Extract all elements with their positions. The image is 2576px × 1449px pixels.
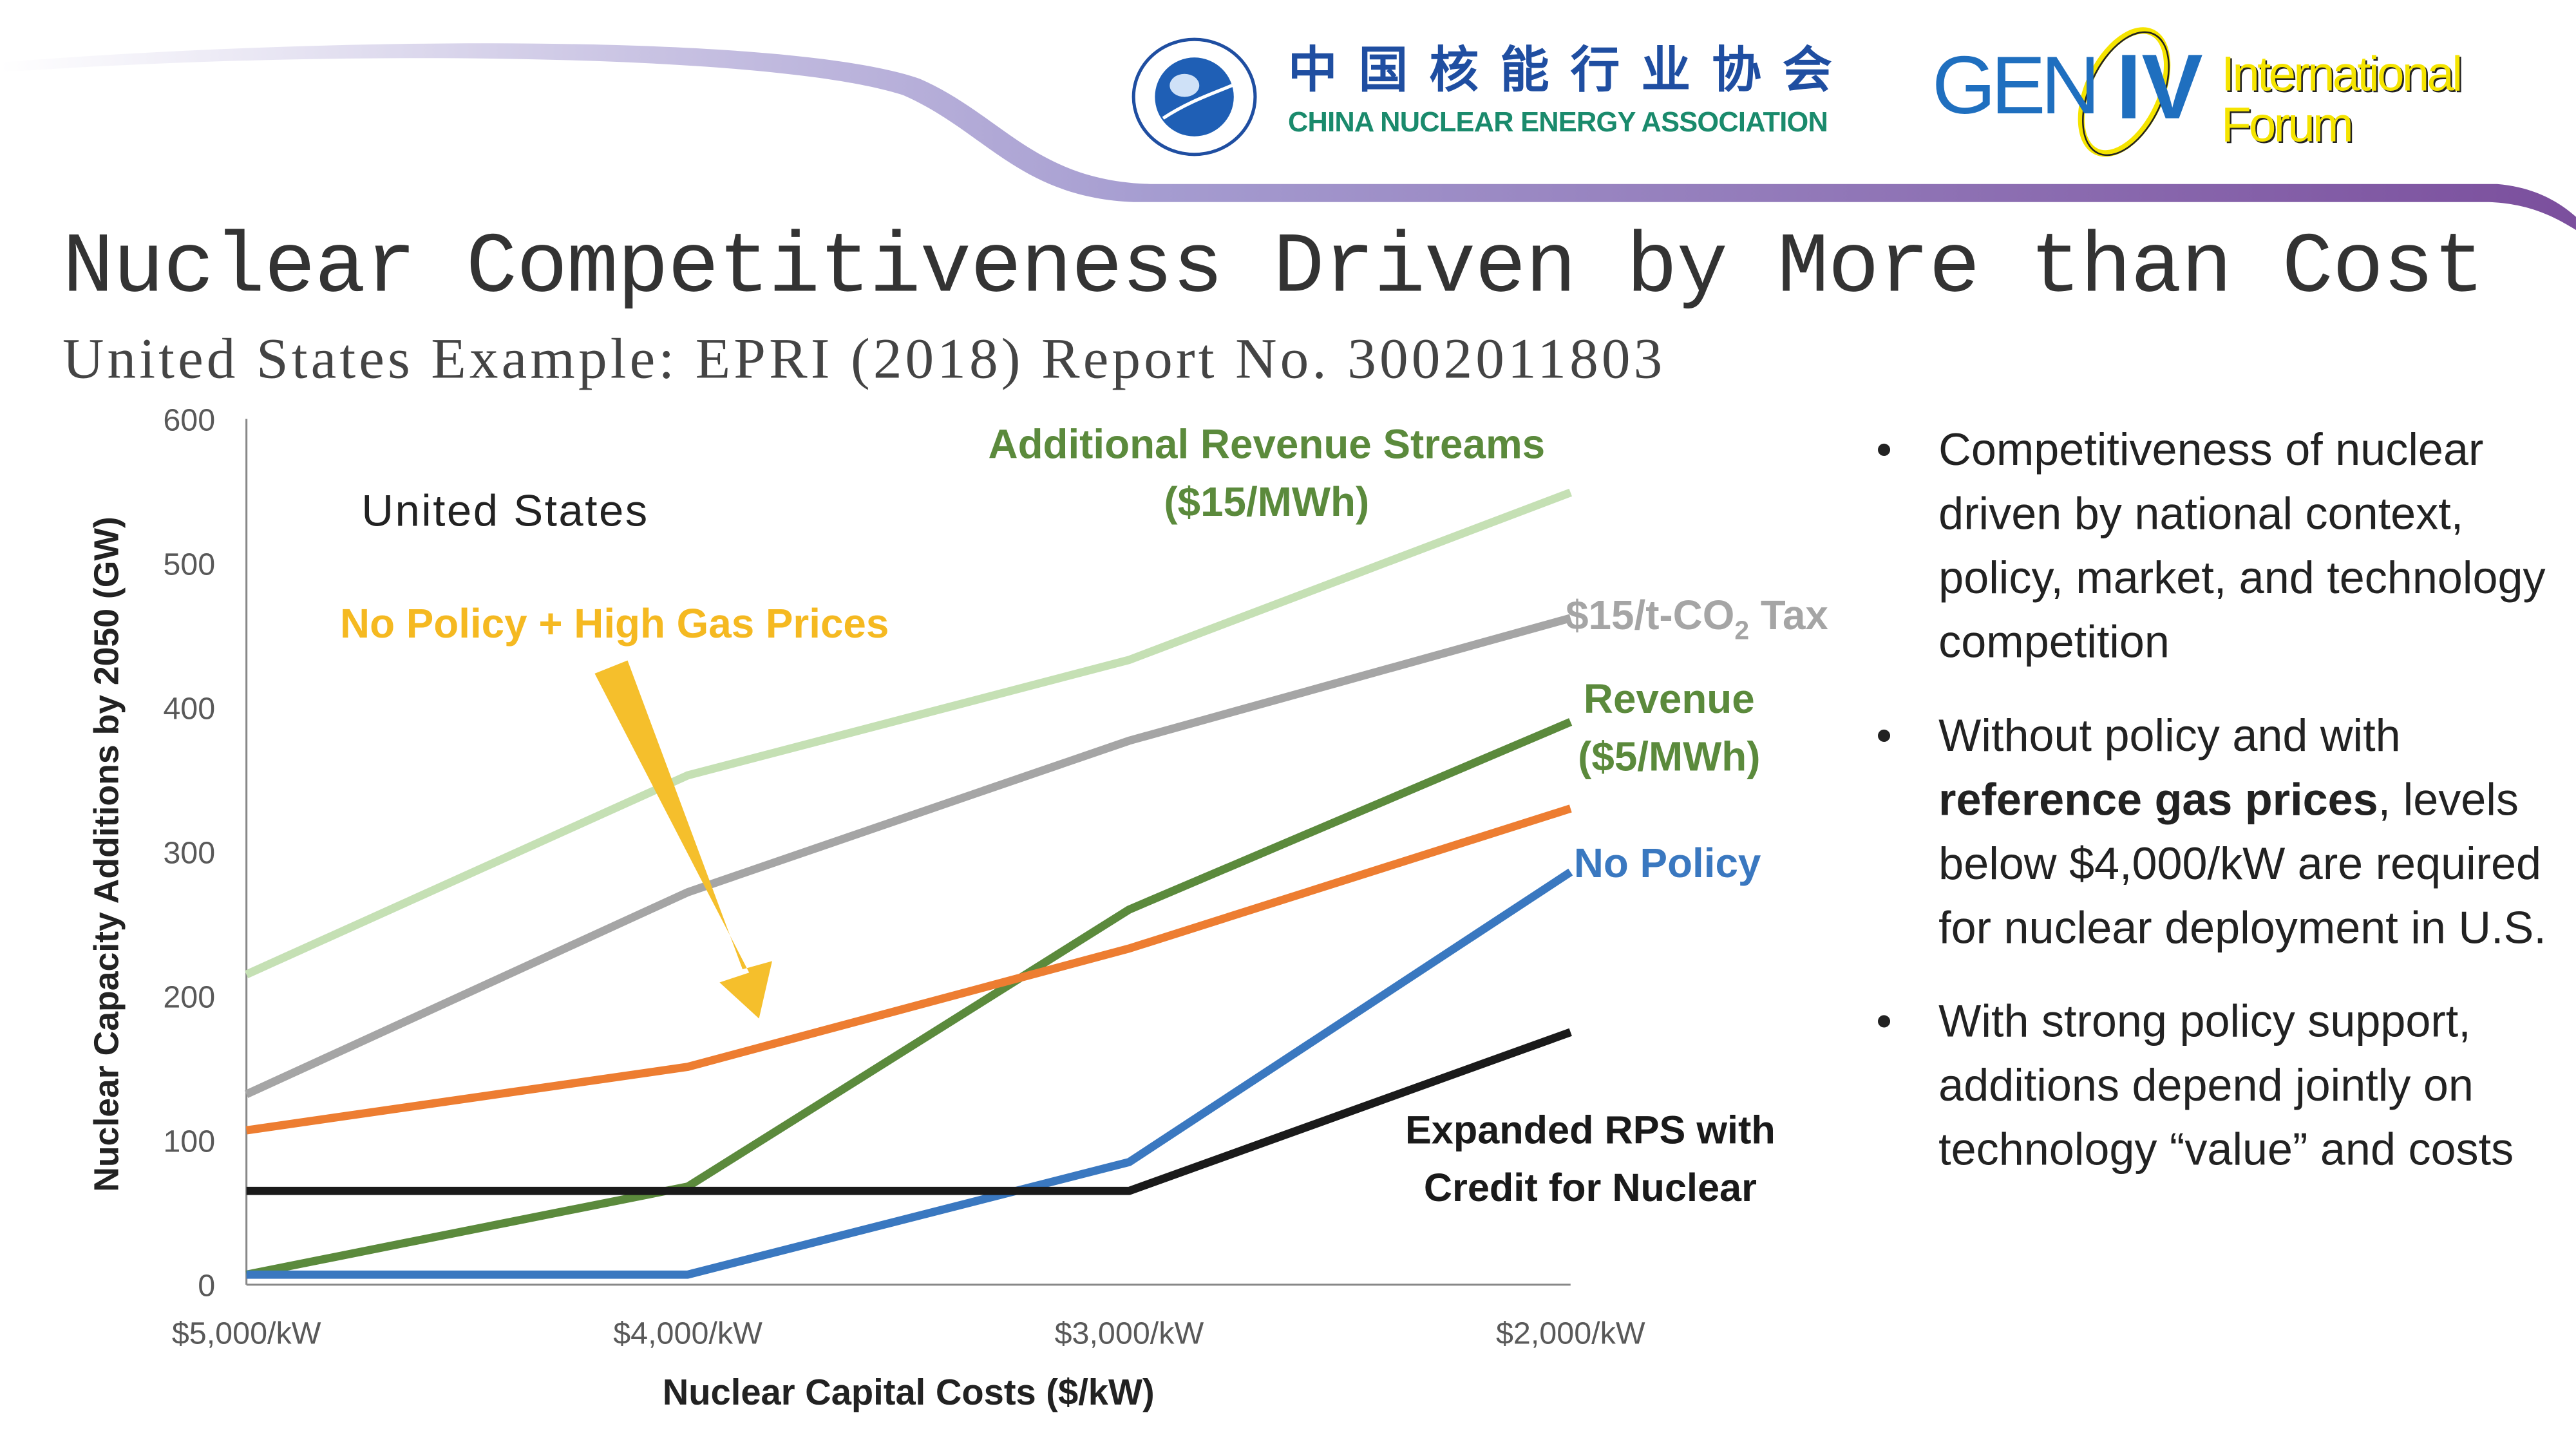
series-line-2	[245, 718, 1573, 1279]
series-label: No Policy + High Gas Prices	[340, 600, 889, 647]
series-label: ($15/MWh)	[1164, 478, 1369, 525]
y-tick-label: 300	[163, 836, 215, 871]
y-tick-label: 0	[198, 1269, 215, 1303]
series-label: Revenue	[1584, 676, 1755, 722]
bullet-text: Without policy and with	[1938, 710, 2401, 761]
series-label: Additional Revenue Streams	[989, 421, 1546, 468]
co2-label-main: $15/t-CO	[1566, 592, 1734, 638]
cnea-logo-chinese: 中国核能行业协会	[1287, 43, 1853, 100]
gif-orbit-logo	[2078, 27, 2171, 157]
y-tick-label: 500	[163, 547, 215, 582]
co2-label-tail: Tax	[1749, 592, 1828, 638]
bullet-text-bold: reference gas prices	[1938, 773, 2378, 825]
page-title: Nuclear Competitiveness Driven by More t…	[62, 220, 2485, 317]
bullet-item: With strong policy support, additions de…	[1873, 989, 2562, 1181]
series-label: Expanded RPS with	[1405, 1108, 1776, 1151]
series-label: No Policy	[1574, 840, 1761, 886]
down-arrow-icon	[594, 660, 772, 1019]
cnea-logo-english: CHINA NUCLEAR ENERGY ASSOCIATION	[1287, 106, 1828, 138]
gif-logo-gen: GEN	[1931, 39, 2100, 132]
y-tick-label: 400	[163, 691, 215, 726]
x-tick-label: $2,000/kW	[1496, 1316, 1645, 1351]
bullet-text: , levels below $4,000/kW are required fo…	[1938, 773, 2546, 953]
x-tick-label: $5,000/kW	[172, 1316, 321, 1351]
x-tick-label: $4,000/kW	[613, 1316, 762, 1351]
cnea-emblem-logo	[1132, 37, 1257, 156]
gif-logo-iv: IV	[2116, 34, 2203, 138]
series-line-0	[245, 488, 1573, 978]
series-label: Credit for Nuclear	[1424, 1166, 1757, 1209]
y-tick-label: 100	[163, 1124, 215, 1159]
co2-label-sub: 2	[1734, 615, 1749, 645]
series-line-3	[245, 804, 1572, 1135]
series-label: ($5/MWh)	[1578, 733, 1760, 779]
series-line-5	[246, 1028, 1572, 1195]
y-axis-title: Nuclear Capacity Additions by 2050 (GW)	[88, 516, 126, 1192]
x-tick-label: $3,000/kW	[1055, 1316, 1204, 1351]
y-tick-label: 600	[163, 402, 215, 437]
gif-logo-international: International	[2221, 47, 2463, 102]
y-tick-label: 200	[163, 980, 215, 1015]
series-line-1	[244, 614, 1572, 1098]
gif-logo-text: International Forum	[2221, 47, 2463, 153]
bullet-item: Without policy and with reference gas pr…	[1873, 703, 2562, 960]
page-subtitle: United States Example: EPRI (2018) Repor…	[62, 327, 1666, 392]
bullet-text: Competitiveness of nuclear driven by nat…	[1938, 424, 2546, 667]
bullet-text: With strong policy support, additions de…	[1938, 995, 2514, 1175]
x-axis-title: Nuclear Capital Costs ($/kW)	[663, 1372, 1155, 1412]
bullet-item: Competitiveness of nuclear driven by nat…	[1873, 417, 2562, 674]
series-line-4	[246, 868, 1573, 1279]
region-label: United States	[361, 486, 649, 535]
series-label-co2-tax: $15/t-CO2 Tax	[1566, 592, 1828, 645]
gif-logo-forum: Forum	[2221, 99, 2354, 153]
bullet-list: Competitiveness of nuclear driven by nat…	[1873, 417, 2562, 1211]
